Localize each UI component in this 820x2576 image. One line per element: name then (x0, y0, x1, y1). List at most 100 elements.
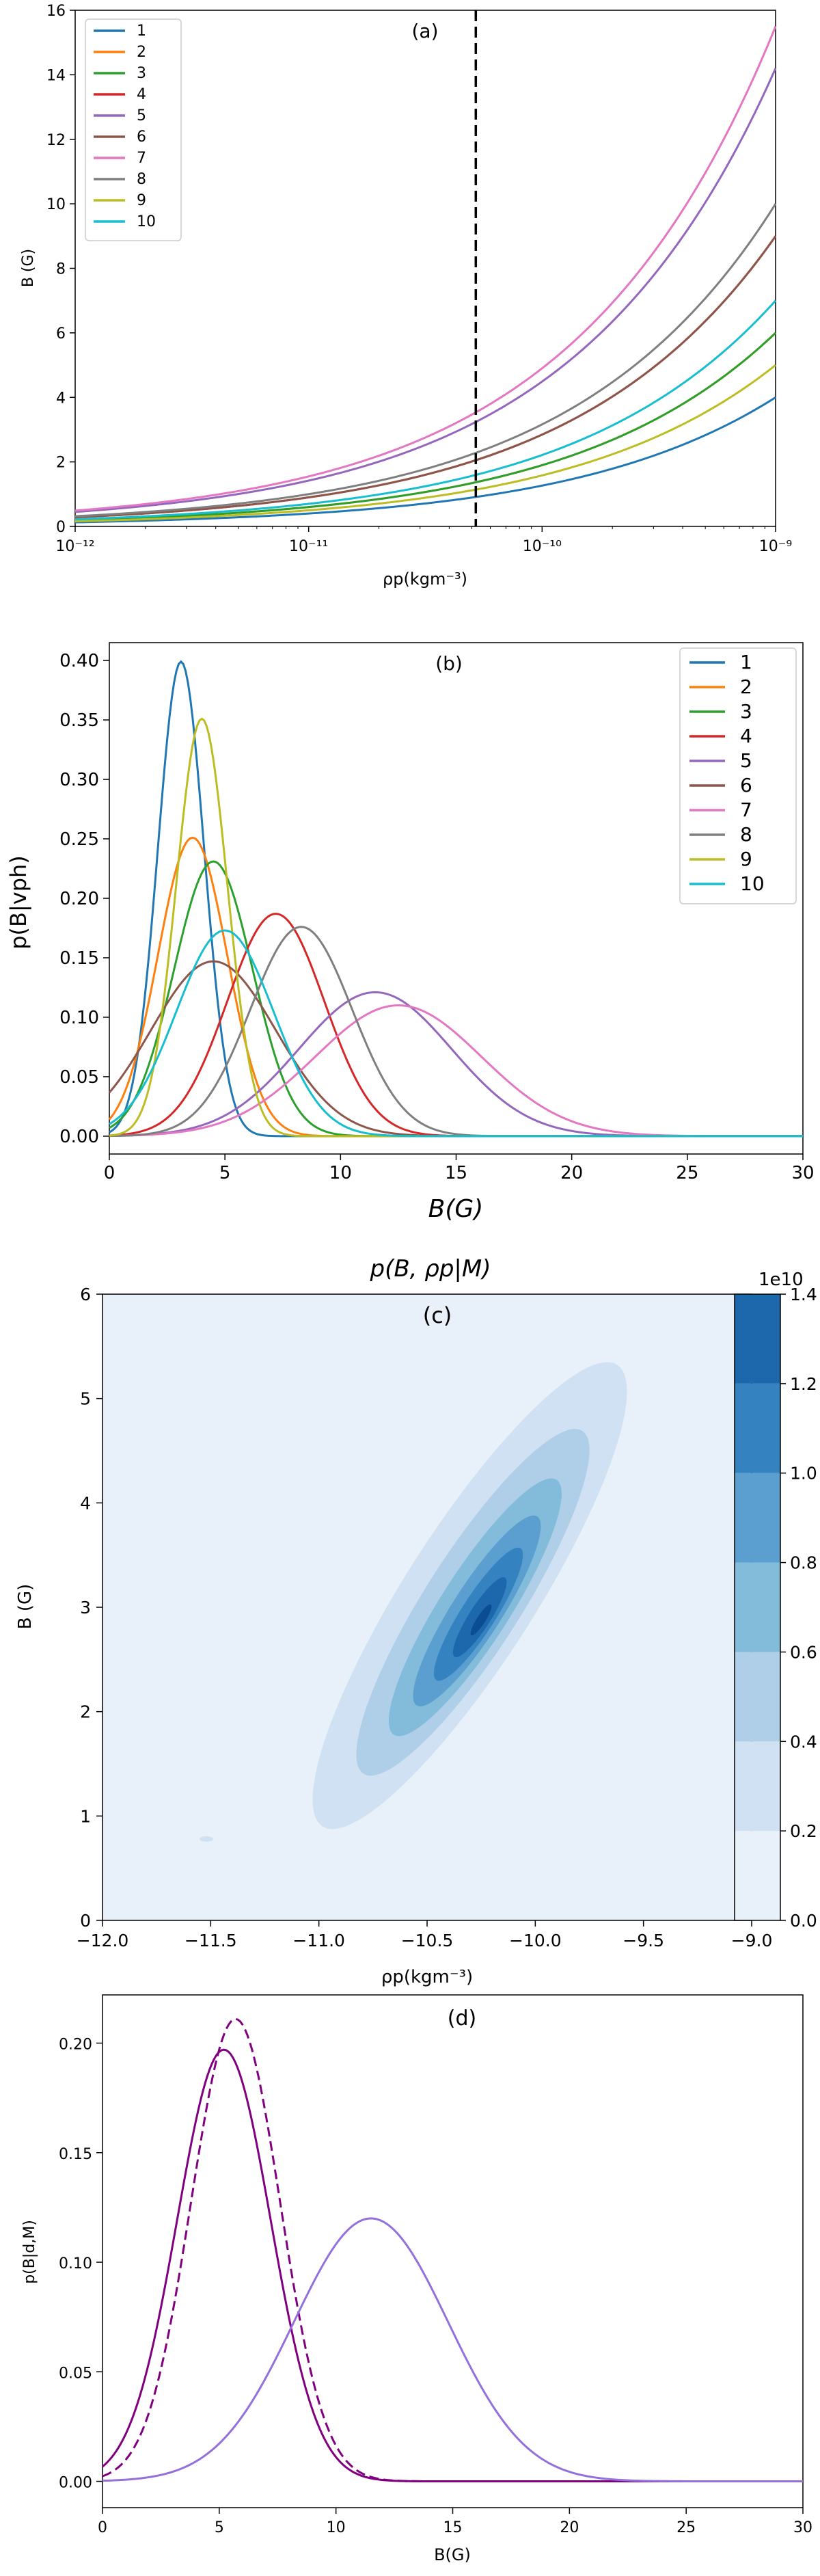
series-line-10 (109, 929, 803, 1138)
legend-label-2: 2 (740, 675, 752, 698)
panel-b-series (108, 660, 803, 1138)
legend-label-4: 4 (740, 725, 752, 747)
x-tick-label: −9.0 (731, 1931, 773, 1950)
x-tick-label: 10⁻⁹ (759, 538, 792, 555)
y-tick-label: 6 (56, 325, 66, 343)
panel-c-label: (c) (423, 1302, 452, 1328)
colorbar-tick-label: 0.8 (790, 1553, 817, 1573)
series-line-3 (102, 2217, 803, 2483)
y-tick-label: 4 (80, 1493, 91, 1513)
x-tick-label: 10⁻¹² (55, 538, 94, 555)
x-tick-label: 10 (329, 1163, 352, 1183)
series-line-10 (74, 299, 777, 521)
panel-a-legend: 1 2 3 4 5 6 7 8 9 10 (85, 18, 182, 241)
panel-d-ticks: 0 5 10 15 20 25 30 0.00 0.05 0.10 0.15 0.20 (59, 2037, 812, 2536)
y-tick-label: 0.15 (59, 948, 99, 969)
colorbar-band-2 (735, 1652, 780, 1742)
colorbar-band-3 (735, 1562, 780, 1652)
colorbar-tick-label: 1.4 (790, 1285, 817, 1304)
x-tick-label: 5 (215, 2519, 224, 2536)
x-tick-label: 20 (560, 1163, 583, 1183)
panel-b-ylabel: p(B|vph) (5, 855, 31, 950)
panel-d-series (102, 2017, 803, 2483)
legend-label-5: 5 (137, 107, 146, 124)
panel-c: p(B, ρp|M) −12.0 −11.5 −11.0 −10.5 −10.0 −9.5… (15, 1255, 817, 1987)
panel-d-ylabel: p(B|d,M) (21, 2220, 38, 2284)
y-tick-label: 0 (80, 1911, 91, 1931)
y-tick-label: 8 (56, 261, 66, 278)
panel-c-colorbar-multiplier: 1e10 (758, 1270, 804, 1290)
legend-label-9: 9 (137, 192, 146, 209)
series-line-5 (74, 68, 777, 513)
legend-label-6: 6 (137, 129, 146, 146)
panel-a-series (74, 26, 777, 524)
colorbar-tick-label: 1.2 (790, 1374, 817, 1394)
y-tick-label: 0.35 (59, 710, 99, 731)
panel-c-ylabel: B (G) (15, 1584, 36, 1630)
legend-label-5: 5 (740, 749, 752, 772)
y-tick-label: 0.10 (59, 1008, 99, 1028)
x-tick-label: −11.5 (184, 1931, 237, 1950)
panel-c-contours (200, 1362, 627, 1842)
series-line-9 (74, 364, 776, 523)
legend-label-10: 10 (740, 872, 765, 895)
colorbar-tick-label: 0.6 (790, 1642, 817, 1662)
legend-label-7: 7 (740, 799, 752, 821)
x-tick-label: 30 (793, 2519, 812, 2536)
panel-c-ticks: −12.0 −11.5 −11.0 −10.5 −10.0 −9.5 −9.0 0 1 2 3 4 5 6 (77, 1285, 773, 1950)
contour-blob (200, 1836, 213, 1842)
y-tick-label: 10 (46, 196, 66, 213)
y-tick-label: 0.05 (59, 2365, 92, 2382)
legend-label-6: 6 (740, 774, 752, 796)
panel-d-label: (d) (448, 2007, 476, 2030)
x-tick-label: 30 (791, 1163, 814, 1183)
y-tick-label: 0.25 (59, 829, 99, 850)
y-tick-label: 1 (80, 1806, 91, 1826)
panel-c-colorbar: 0.0 0.2 0.4 0.6 0.8 1.0 1.2 1.4 (734, 1285, 817, 1931)
y-tick-label: 0.00 (59, 1127, 99, 1147)
x-tick-label: −10.5 (401, 1931, 454, 1950)
x-tick-label: 25 (676, 2519, 696, 2536)
legend-label-8: 8 (740, 823, 752, 846)
panel-b-ticks: 0 5 10 15 20 25 300.000.050.100.150.200.250.30… (59, 651, 814, 1183)
x-tick-label: 0 (98, 2519, 107, 2536)
contour-band-7 (470, 1604, 492, 1636)
legend-label-9: 9 (740, 848, 752, 870)
y-tick-label: 0.05 (59, 1067, 99, 1088)
legend-label-3: 3 (137, 65, 146, 82)
colorbar-band-5 (735, 1383, 780, 1473)
x-tick-label: 10⁻¹¹ (289, 538, 328, 555)
y-tick-label: 12 (46, 132, 66, 149)
legend-label-1: 1 (137, 23, 146, 40)
panel-b-xlabel: B(G) (428, 1195, 484, 1223)
y-tick-label: 0.15 (59, 2146, 92, 2163)
colorbar-band-1 (735, 1741, 780, 1832)
colorbar-tick-label: 0.4 (790, 1732, 817, 1752)
legend-label-7: 7 (137, 150, 146, 167)
y-tick-label: 0.10 (59, 2255, 92, 2272)
y-tick-label: 0.20 (59, 889, 99, 909)
x-tick-label: −11.0 (292, 1931, 345, 1950)
panel-b-label: (b) (435, 652, 463, 675)
y-tick-label: 0.40 (59, 651, 99, 671)
series-line-1 (74, 396, 776, 524)
y-tick-label: 6 (80, 1285, 91, 1304)
colorbar-frame (734, 1293, 781, 1921)
y-tick-label: 2 (56, 455, 66, 472)
x-tick-label: −9.5 (623, 1931, 664, 1950)
panel-d-xlabel: B(G) (434, 2545, 471, 2564)
legend-label-8: 8 (137, 171, 146, 188)
panel-a-ylabel: B (G) (20, 249, 37, 287)
series-line-3 (74, 332, 777, 522)
series-line-6 (74, 235, 777, 519)
colorbar-tick-label: 1.0 (790, 1464, 817, 1484)
panel-d-plot-area (102, 1994, 804, 2508)
y-tick-label: 14 (46, 67, 66, 84)
panel-a-xlabel: ρp(kgm⁻³) (383, 569, 467, 589)
x-tick-label: −12.0 (77, 1931, 129, 1950)
panel-a-label: (a) (411, 20, 438, 42)
legend-label-10: 10 (137, 213, 156, 230)
